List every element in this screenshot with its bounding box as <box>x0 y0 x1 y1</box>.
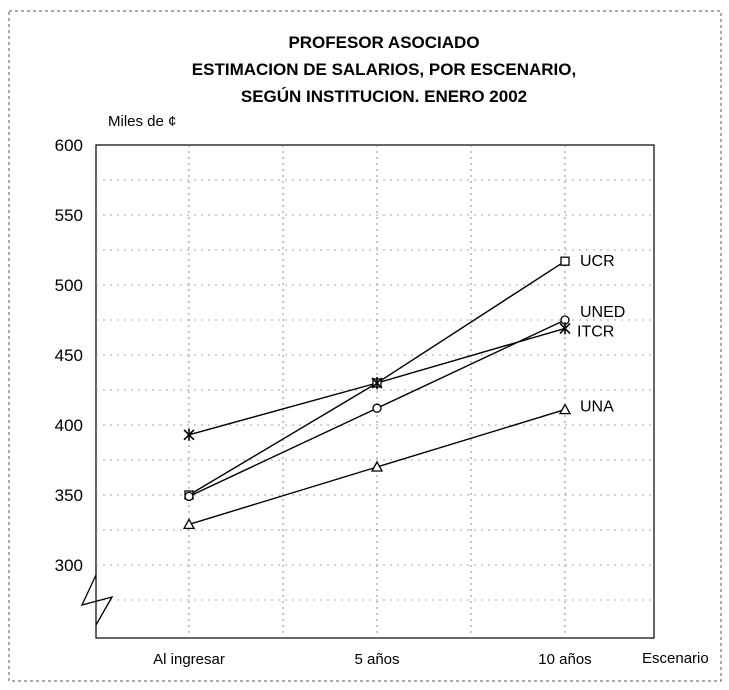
y-tick-label: 450 <box>55 346 83 365</box>
data-point-uned-1 <box>372 403 382 413</box>
chart-title-line-1: PROFESOR ASOCIADO <box>288 33 479 52</box>
y-tick-label: 300 <box>55 556 83 575</box>
y-axis-label: Miles de ¢ <box>108 113 176 130</box>
grid-lines <box>96 145 654 638</box>
data-point-una-0 <box>182 518 196 530</box>
series-label-uned: UNED <box>580 304 625 321</box>
series-labels: UCR UNED ITCR UNA <box>577 253 625 415</box>
data-point-itcr-2 <box>559 322 571 335</box>
y-tick-label: 350 <box>55 486 83 505</box>
data-point-itcr-1 <box>371 377 383 389</box>
chart-title-line-2: ESTIMACION DE SALARIOS, POR ESCENARIO, <box>192 60 576 79</box>
data-point-itcr-0 <box>183 428 195 441</box>
y-tick-label: 600 <box>55 136 83 155</box>
x-tick-label: 10 años <box>538 651 591 668</box>
data-point-uned-0 <box>184 491 194 502</box>
y-tick-label: 400 <box>55 416 83 435</box>
x-tick-label: 5 años <box>354 651 399 668</box>
axis-break-symbol <box>80 574 114 626</box>
series-label-itcr: ITCR <box>577 323 614 340</box>
x-tick-labels: Al ingresar 5 años 10 años <box>153 651 592 668</box>
y-tick-label: 550 <box>55 206 83 225</box>
plot-area <box>95 144 655 639</box>
y-tick-label: 500 <box>55 276 83 295</box>
chart-title-line-3: SEGÚN INSTITUCION. ENERO 2002 <box>241 87 527 106</box>
x-axis-label: Escenario <box>642 650 709 667</box>
y-tick-labels: 300 350 400 450 500 550 600 <box>55 136 83 575</box>
chart-frame <box>8 10 722 682</box>
data-point-ucr-2 <box>560 256 570 266</box>
x-tick-label: Al ingresar <box>153 651 225 668</box>
series-markers <box>182 256 572 530</box>
data-point-una-2 <box>558 403 572 415</box>
series-label-ucr: UCR <box>580 253 615 270</box>
data-point-una-1 <box>370 460 384 472</box>
series-label-una: UNA <box>580 399 614 416</box>
